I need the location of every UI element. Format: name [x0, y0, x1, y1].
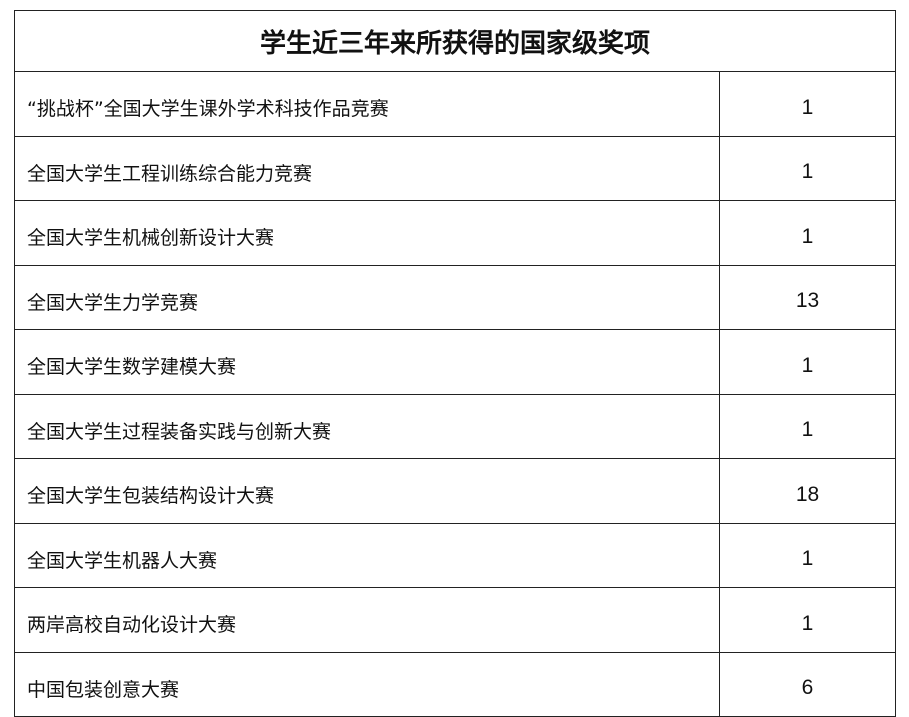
table-row: 全国大学生过程装备实践与创新大赛 1: [14, 393, 896, 459]
awards-table: 学生近三年来所获得的国家级奖项 “挑战杯”全国大学生课外学术科技作品竞赛 1 全国大…: [14, 10, 896, 717]
award-name: 中国包装创意大赛: [14, 651, 720, 717]
table-row: “挑战杯”全国大学生课外学术科技作品竞赛 1: [14, 71, 896, 137]
table-row: 全国大学生力学竞赛 13: [14, 264, 896, 330]
award-count: 1: [719, 393, 896, 459]
award-name: 全国大学生机械创新设计大赛: [14, 200, 720, 266]
title-row: 学生近三年来所获得的国家级奖项: [14, 10, 896, 72]
award-count: 1: [719, 71, 896, 137]
award-name: 全国大学生工程训练综合能力竞赛: [14, 135, 720, 201]
award-name: 全国大学生机器人大赛: [14, 522, 720, 588]
table-row: 两岸高校自动化设计大赛 1: [14, 587, 896, 653]
award-count: 1: [719, 135, 896, 201]
table-row: 全国大学生工程训练综合能力竞赛 1: [14, 135, 896, 201]
award-count: 6: [719, 651, 896, 717]
award-count: 1: [719, 522, 896, 588]
table-row: 中国包装创意大赛 6: [14, 651, 896, 717]
table-row: 全国大学生机器人大赛 1: [14, 522, 896, 588]
award-name: 全国大学生包装结构设计大赛: [14, 458, 720, 524]
table-row: 全国大学生数学建模大赛 1: [14, 329, 896, 395]
award-count: 1: [719, 329, 896, 395]
award-count: 18: [719, 458, 896, 524]
table-row: 全国大学生包装结构设计大赛 18: [14, 458, 896, 524]
award-count: 13: [719, 264, 896, 330]
award-count: 1: [719, 200, 896, 266]
award-name: 全国大学生力学竞赛: [14, 264, 720, 330]
award-name: 两岸高校自动化设计大赛: [14, 587, 720, 653]
award-count: 1: [719, 587, 896, 653]
table-row: 全国大学生机械创新设计大赛 1: [14, 200, 896, 266]
award-name: “挑战杯”全国大学生课外学术科技作品竞赛: [14, 71, 720, 137]
award-name: 全国大学生过程装备实践与创新大赛: [14, 393, 720, 459]
table-title: 学生近三年来所获得的国家级奖项: [14, 10, 896, 72]
award-name: 全国大学生数学建模大赛: [14, 329, 720, 395]
